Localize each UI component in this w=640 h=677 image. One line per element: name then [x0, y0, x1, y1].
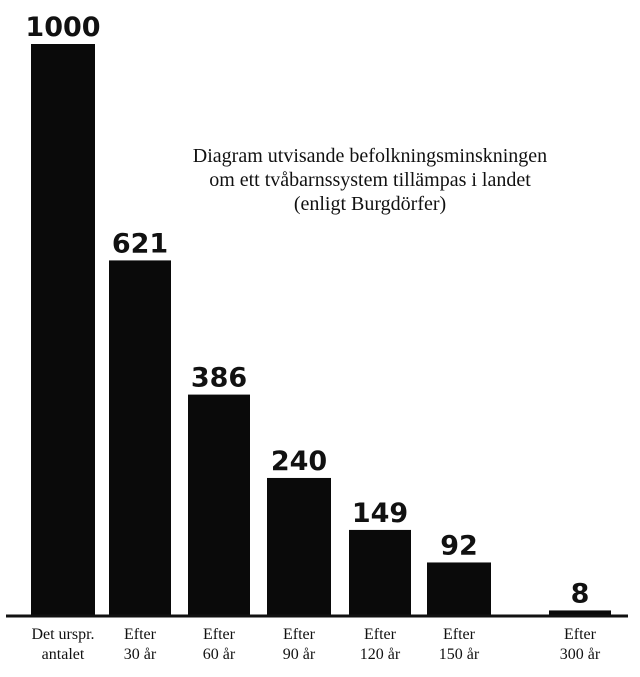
- bar: [188, 394, 250, 615]
- category-label: Det urspr.: [31, 626, 94, 643]
- value-labels: 1000 621 386 240 149 92 8: [25, 12, 589, 609]
- category-label: Efter: [564, 626, 597, 643]
- bar: [349, 529, 411, 615]
- category-labels: Det urspr. antalet Efter 30 år Efter 60 år Eft…: [31, 626, 600, 663]
- bar: [427, 562, 491, 615]
- category-label: Efter: [443, 626, 476, 643]
- category-label: Efter: [203, 626, 236, 643]
- bar: [267, 477, 331, 615]
- chart-title-line: (enligt Burgdörfer): [294, 193, 446, 215]
- bar: [31, 44, 95, 615]
- bar-value-label: 621: [112, 228, 168, 259]
- bar-value-label: 8: [571, 578, 590, 609]
- bar: [109, 260, 171, 615]
- bar-value-label: 1000: [25, 12, 100, 43]
- chart-title-line: Diagram utvisande befolkningsminskningen: [193, 145, 547, 167]
- category-label: Efter: [283, 626, 316, 643]
- bar-value-label: 386: [191, 363, 247, 394]
- chart-title-line: om ett tvåbarnssystem tillämpas i landet: [209, 169, 531, 191]
- category-label: 30 år: [124, 646, 157, 663]
- category-label: 90 år: [283, 646, 316, 663]
- category-label: 300 år: [560, 646, 601, 663]
- chart-title: Diagram utvisande befolkningsminskningen…: [193, 145, 547, 215]
- category-label: 150 år: [439, 646, 480, 663]
- bars: [31, 44, 611, 615]
- bar: [549, 610, 611, 615]
- category-label: antalet: [42, 646, 85, 663]
- category-label: 60 år: [203, 646, 236, 663]
- category-label: 120 år: [360, 646, 401, 663]
- bar-value-label: 240: [271, 446, 327, 477]
- bar-value-label: 149: [352, 498, 408, 529]
- category-label: Efter: [364, 626, 397, 643]
- bar-value-label: 92: [440, 530, 478, 561]
- category-label: Efter: [124, 626, 157, 643]
